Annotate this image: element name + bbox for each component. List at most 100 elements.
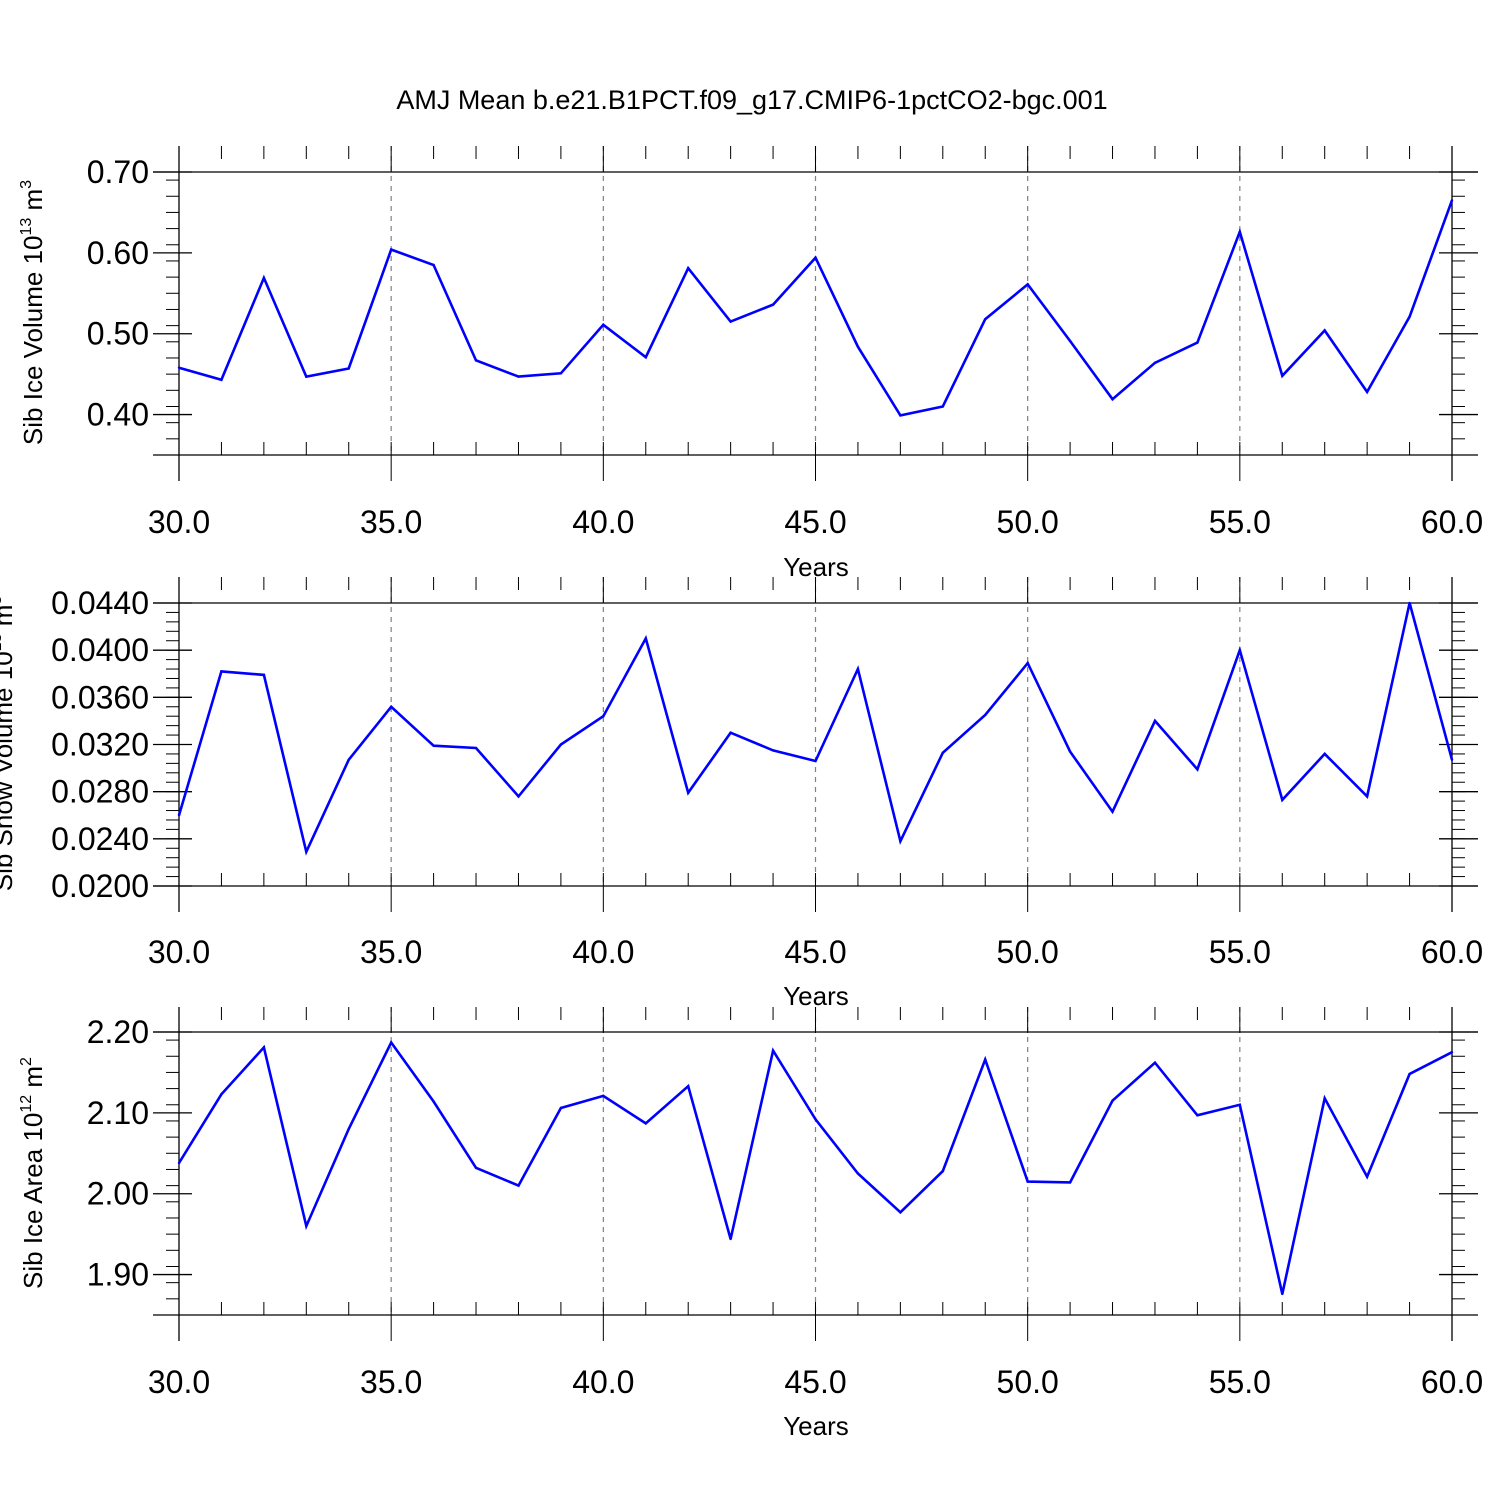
x-tick-label: 55.0 [1209, 934, 1271, 970]
data-point [899, 839, 902, 843]
data-point [1026, 1180, 1029, 1183]
data-point [262, 276, 266, 280]
y-tick-label: 0.40 [87, 397, 149, 433]
data-point [729, 731, 732, 734]
data-point [941, 405, 944, 408]
panel-2: 0.0200 0.0240 0.0280 0.0320 0.0360 0.0400 0.04… [0, 577, 1483, 1011]
data-point [984, 713, 987, 717]
data-point [687, 1084, 690, 1088]
data-point [814, 759, 817, 763]
data-point [984, 1058, 987, 1061]
x-axis-title: Years [783, 1411, 849, 1441]
data-point [687, 791, 690, 795]
x-tick-label: 40.0 [572, 504, 634, 540]
data-point [1238, 648, 1242, 652]
data-point [177, 366, 181, 369]
x-tick-label: 60.0 [1421, 934, 1483, 970]
y-tick-label: 0.0280 [51, 774, 149, 810]
x-tick-label: 50.0 [997, 504, 1059, 540]
data-point [602, 323, 605, 327]
data-point [1238, 1103, 1242, 1106]
data-point [1450, 199, 1454, 202]
data-point [347, 758, 350, 762]
data-point [177, 1161, 181, 1165]
data-point [1281, 374, 1284, 377]
y-tick-label: 2.00 [87, 1176, 149, 1212]
x-tick-label: 50.0 [997, 934, 1059, 970]
data-point [856, 667, 860, 671]
y-tick-label: 0.60 [87, 235, 149, 271]
data-point [941, 1169, 944, 1173]
data-point [1068, 1181, 1072, 1184]
data-point [1153, 361, 1157, 365]
y-axis-title: Sib Ice Volume 1013 m3 [18, 180, 48, 445]
data-point [602, 1094, 605, 1098]
data-point [1450, 758, 1454, 762]
data-point [347, 1127, 350, 1131]
data-point [432, 1100, 435, 1103]
data-point [1238, 230, 1242, 234]
data-point [389, 705, 393, 708]
y-axis-title: Sib Snow Volume 1013 m3 [0, 596, 18, 892]
data-point [262, 1046, 266, 1049]
data-point [389, 1041, 393, 1044]
data-point [941, 751, 944, 754]
data-point [899, 1211, 902, 1214]
data-point [1111, 810, 1114, 813]
data-point [899, 414, 902, 417]
data-point [432, 263, 435, 267]
x-tick-label: 55.0 [1209, 1364, 1271, 1400]
data-point [729, 320, 732, 323]
data-point [220, 670, 223, 673]
data-point [644, 1122, 647, 1125]
data-point [432, 744, 435, 747]
x-tick-label: 45.0 [784, 934, 846, 970]
data-point [1068, 339, 1072, 343]
data-point [814, 256, 817, 259]
data-point [559, 1106, 563, 1110]
chart-title: AMJ Mean b.e21.B1PCT.f09_g17.CMIP6-1pctC… [396, 85, 1107, 115]
data-point [1281, 798, 1284, 802]
data-point [220, 1093, 223, 1096]
y-tick-label: 0.70 [87, 154, 149, 190]
y-tick-label: 0.50 [87, 316, 149, 352]
data-point [474, 1166, 478, 1170]
data-point [1323, 1097, 1326, 1100]
data-point [517, 1184, 520, 1187]
x-tick-label: 40.0 [572, 934, 634, 970]
data-point [1153, 719, 1157, 723]
data-point [771, 303, 775, 306]
data-point [305, 375, 308, 378]
data-point [559, 743, 563, 746]
y-axis-title: Sib Ice Area 1012 m2 [18, 1057, 48, 1289]
data-point [305, 1224, 308, 1228]
data-point [602, 715, 605, 718]
data-point [814, 1118, 817, 1121]
data-point [1111, 1099, 1114, 1102]
data-point [644, 355, 647, 359]
y-tick-label: 0.0200 [51, 868, 149, 904]
x-tick-label: 30.0 [148, 934, 210, 970]
data-point [517, 375, 520, 378]
y-tick-label: 0.0240 [51, 821, 149, 857]
y-tick-label: 0.0360 [51, 679, 149, 715]
data-point [1365, 1175, 1369, 1178]
x-tick-label: 30.0 [148, 1364, 210, 1400]
data-point [984, 317, 987, 321]
x-tick-label: 40.0 [572, 1364, 634, 1400]
data-point [517, 795, 520, 798]
data-point [1281, 1292, 1284, 1296]
data-point [856, 1172, 860, 1175]
x-tick-label: 35.0 [360, 934, 422, 970]
data-point [347, 367, 350, 370]
data-point [1365, 795, 1369, 798]
data-point [1323, 752, 1326, 756]
data-point [1026, 283, 1029, 286]
panel-3: 1.90 2.00 2.10 2.20 30.0 35.0 40.0 45.0 50.0 55.0… [18, 1007, 1483, 1441]
x-tick-label: 60.0 [1421, 1364, 1483, 1400]
x-tick-label: 35.0 [360, 504, 422, 540]
data-point [687, 267, 690, 270]
x-tick-label: 35.0 [360, 1364, 422, 1400]
data-point [1026, 661, 1029, 665]
